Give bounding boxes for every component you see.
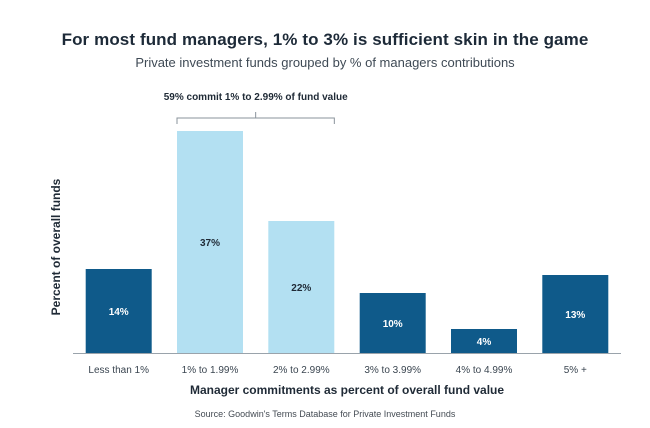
x-tick-label: 4% to 4.99% bbox=[456, 365, 513, 376]
source-note: Source: Goodwin's Terms Database for Pri… bbox=[194, 409, 456, 419]
bar bbox=[268, 221, 335, 353]
bar-value-label: 13% bbox=[565, 310, 585, 321]
y-axis-title: Percent of overall funds bbox=[49, 178, 63, 315]
bar-value-label: 22% bbox=[291, 283, 311, 294]
annotation-text: 59% commit 1% to 2.99% of fund value bbox=[164, 92, 348, 103]
annotation-bracket bbox=[176, 112, 335, 124]
bar bbox=[451, 329, 517, 353]
bar-value-label: 4% bbox=[477, 337, 492, 348]
x-tick-label: 3% to 3.99% bbox=[364, 365, 421, 376]
x-tick-label: 1% to 1.99% bbox=[182, 365, 239, 376]
chart-subtitle: Private investment funds grouped by % of… bbox=[135, 55, 515, 70]
bar bbox=[85, 269, 152, 353]
x-tick-labels: Less than 1% 1% to 1.99% 2% to 2.99% 3% to … bbox=[88, 365, 587, 376]
bars-group: 14% 37% 22% 10% 4% 13% bbox=[85, 131, 609, 353]
bar bbox=[177, 131, 243, 353]
bar-value-label: 10% bbox=[383, 319, 403, 330]
x-axis-title: Manager commitments as percent of overal… bbox=[190, 383, 504, 397]
x-tick-label: 5% + bbox=[564, 365, 587, 376]
x-tick-label: Less than 1% bbox=[88, 365, 149, 376]
bar-value-label: 14% bbox=[109, 307, 129, 318]
chart-title: For most fund managers, 1% to 3% is suff… bbox=[61, 30, 589, 49]
bar bbox=[359, 293, 426, 353]
x-tick-label: 2% to 2.99% bbox=[273, 365, 330, 376]
bar-value-label: 37% bbox=[200, 238, 220, 249]
annotation-group: 59% commit 1% to 2.99% of fund value bbox=[164, 92, 348, 124]
bar bbox=[542, 275, 609, 353]
